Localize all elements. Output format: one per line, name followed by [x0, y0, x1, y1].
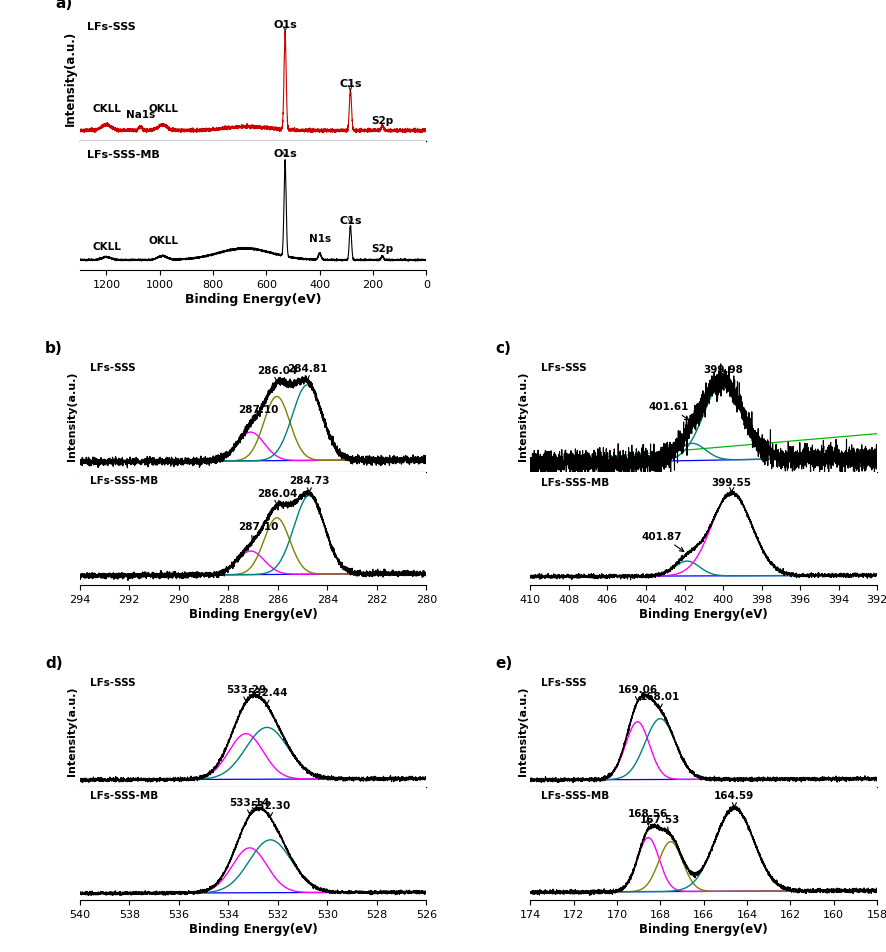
Text: O1s: O1s	[273, 149, 297, 159]
Text: S2p: S2p	[371, 116, 393, 126]
Text: c): c)	[496, 341, 511, 356]
Text: CKLL: CKLL	[92, 104, 121, 114]
Text: 286.04: 286.04	[257, 488, 297, 505]
Text: 532.44: 532.44	[246, 687, 287, 704]
Text: 399.55: 399.55	[711, 477, 751, 493]
Text: LFs-SSS-MB: LFs-SSS-MB	[540, 478, 609, 487]
Y-axis label: Intensity(a.u.): Intensity(a.u.)	[517, 686, 528, 776]
Text: b): b)	[45, 341, 63, 356]
X-axis label: Binding Energy(eV): Binding Energy(eV)	[189, 607, 317, 621]
Y-axis label: Intensity(a.u.): Intensity(a.u.)	[67, 686, 77, 776]
Text: 401.87: 401.87	[641, 531, 684, 552]
X-axis label: Binding Energy(eV): Binding Energy(eV)	[640, 922, 768, 935]
Text: LFs-SSS-MB: LFs-SSS-MB	[90, 476, 159, 486]
Text: OKLL: OKLL	[149, 104, 179, 114]
Text: LFs-SSS: LFs-SSS	[540, 363, 587, 373]
Text: 168.56: 168.56	[628, 808, 668, 825]
Text: C1s: C1s	[339, 79, 361, 91]
Text: LFs-SSS-MB: LFs-SSS-MB	[540, 790, 609, 801]
Text: LFs-SSS: LFs-SSS	[90, 678, 136, 687]
X-axis label: Binding Energy(eV): Binding Energy(eV)	[189, 922, 317, 935]
Text: 287.10: 287.10	[237, 405, 278, 421]
Text: LFs-SSS: LFs-SSS	[540, 678, 587, 687]
Text: C1s: C1s	[339, 215, 361, 226]
Text: LFs-SSS: LFs-SSS	[87, 22, 136, 31]
Text: 399.98: 399.98	[703, 365, 743, 380]
Text: O1s: O1s	[273, 19, 297, 32]
Y-axis label: Intensity(a.u.): Intensity(a.u.)	[64, 30, 77, 126]
Text: N1s: N1s	[308, 234, 330, 244]
Text: Na1s: Na1s	[126, 109, 155, 120]
X-axis label: Binding Energy(eV): Binding Energy(eV)	[640, 607, 768, 621]
Text: 164.59: 164.59	[714, 790, 755, 807]
Text: LFs-SSS-MB: LFs-SSS-MB	[87, 149, 159, 160]
Text: CKLL: CKLL	[92, 242, 121, 252]
Y-axis label: Intensity(a.u.): Intensity(a.u.)	[67, 371, 77, 461]
Y-axis label: Intensity(a.u.): Intensity(a.u.)	[517, 371, 528, 461]
Text: 168.01: 168.01	[640, 691, 680, 708]
Text: 287.10: 287.10	[237, 522, 278, 541]
Text: e): e)	[496, 656, 513, 670]
Text: 169.06: 169.06	[618, 684, 657, 701]
Text: a): a)	[56, 0, 73, 10]
Text: d): d)	[45, 656, 63, 670]
Text: 401.61: 401.61	[649, 402, 689, 421]
Text: 533.14: 533.14	[229, 797, 270, 814]
Text: LFs-SSS: LFs-SSS	[90, 363, 136, 373]
Text: 532.30: 532.30	[251, 800, 291, 817]
Text: 284.81: 284.81	[287, 364, 328, 381]
Text: LFs-SSS-MB: LFs-SSS-MB	[90, 790, 159, 801]
Text: 286.04: 286.04	[257, 366, 297, 382]
X-axis label: Binding Energy(eV): Binding Energy(eV)	[185, 292, 322, 306]
Text: 167.53: 167.53	[640, 814, 680, 832]
Text: 533.29: 533.29	[226, 684, 266, 702]
Text: OKLL: OKLL	[149, 236, 179, 246]
Text: 284.73: 284.73	[289, 476, 330, 492]
Text: S2p: S2p	[371, 244, 393, 254]
